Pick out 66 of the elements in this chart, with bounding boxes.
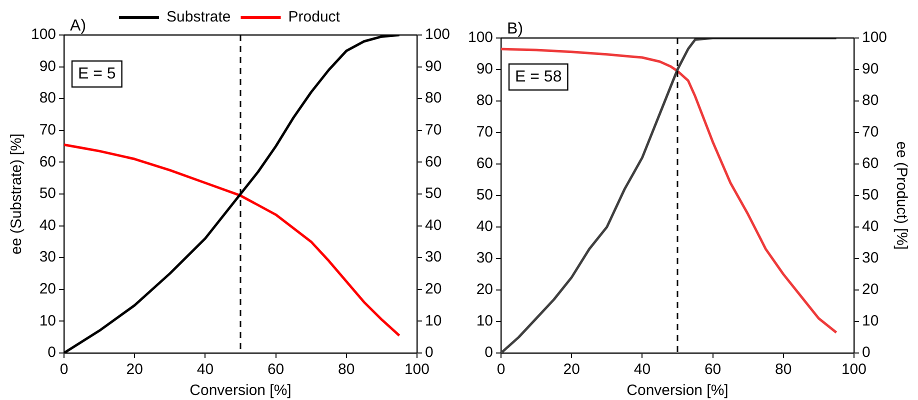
y2-tick-label: 20	[862, 281, 879, 298]
y-tick-label: 40	[39, 216, 56, 234]
y-tick-label: 30	[476, 250, 494, 267]
y2-tick-label: 10	[424, 312, 442, 330]
y2-tick-label: 90	[862, 60, 879, 78]
y-tick-label: 70	[39, 122, 56, 139]
y2-tick-label: 0	[862, 344, 870, 362]
y-tick-label: 10	[39, 312, 56, 330]
y-tick-label: 50	[476, 186, 494, 204]
y2-tick-label: 90	[424, 58, 442, 75]
y2-tick-label: 40	[424, 216, 442, 234]
y2-tick-label: 60	[424, 153, 442, 170]
x-tick-label: 0	[60, 361, 68, 378]
y-tick-label: 60	[476, 155, 494, 172]
y2-tick-label: 20	[424, 280, 442, 298]
y-tick-label: 40	[476, 218, 494, 236]
x-tick-label: 60	[704, 361, 722, 378]
x-tick-label: 100	[404, 361, 430, 378]
y-tick-label: 100	[30, 26, 56, 44]
x-tick-label: 0	[496, 361, 506, 378]
y2-tick-label: 80	[424, 90, 442, 107]
x-tick-label: 20	[563, 361, 580, 378]
y-tick-label: 10	[476, 312, 494, 330]
y-tick-label: 90	[39, 58, 56, 75]
y-tick-label: 20	[476, 281, 494, 298]
y-tick-label: 20	[39, 280, 56, 298]
y2-tick-label: 10	[862, 312, 879, 330]
y-tick-label: 100	[468, 29, 494, 46]
x-axis-title: Conversion [%]	[626, 382, 728, 400]
y2-tick-label: 50	[862, 186, 879, 204]
y-tick-label: 60	[39, 153, 56, 170]
y-tick-label: 50	[39, 185, 56, 202]
y2-axis-title: ee (Product) [%]	[892, 141, 910, 250]
legend-label: Product	[288, 8, 341, 26]
annotation: E = 5	[78, 65, 116, 82]
y2-tick-label: 30	[424, 248, 442, 266]
x-tick-label: 100	[841, 361, 866, 378]
y-tick-label: 0	[48, 344, 56, 362]
x-tick-label: 40	[196, 361, 214, 378]
y2-tick-label: 60	[862, 155, 879, 172]
x-tick-label: 60	[267, 361, 284, 378]
y2-tick-label: 100	[862, 29, 888, 46]
y-axis-title: ee (Substrate) [%]	[8, 134, 26, 254]
x-tick-label: 80	[338, 361, 355, 378]
x-tick-label: 40	[634, 361, 651, 378]
y2-tick-label: 80	[862, 92, 879, 110]
y2-tick-label: 40	[862, 218, 879, 236]
y2-tick-label: 70	[862, 124, 879, 141]
y2-tick-label: 70	[424, 122, 442, 139]
x-tick-label: 20	[126, 361, 143, 378]
y-tick-label: 80	[39, 90, 56, 107]
y-tick-label: 0	[484, 344, 494, 362]
y-tick-label: 90	[476, 60, 494, 78]
chart-title: A)	[70, 17, 86, 34]
y2-tick-label: 0	[424, 344, 434, 362]
annotation: E = 58	[515, 68, 562, 86]
legend-label: Substrate	[166, 8, 231, 26]
x-tick-label: 80	[775, 361, 792, 378]
y2-tick-label: 50	[424, 185, 442, 202]
chart-title: B)	[507, 20, 524, 38]
y2-tick-label: 100	[424, 26, 450, 44]
x-axis-title: Conversion [%]	[190, 382, 292, 400]
y-tick-label: 30	[39, 248, 56, 266]
y2-tick-label: 30	[862, 250, 879, 267]
y-tick-label: 80	[476, 92, 494, 110]
y-tick-label: 70	[476, 124, 494, 141]
